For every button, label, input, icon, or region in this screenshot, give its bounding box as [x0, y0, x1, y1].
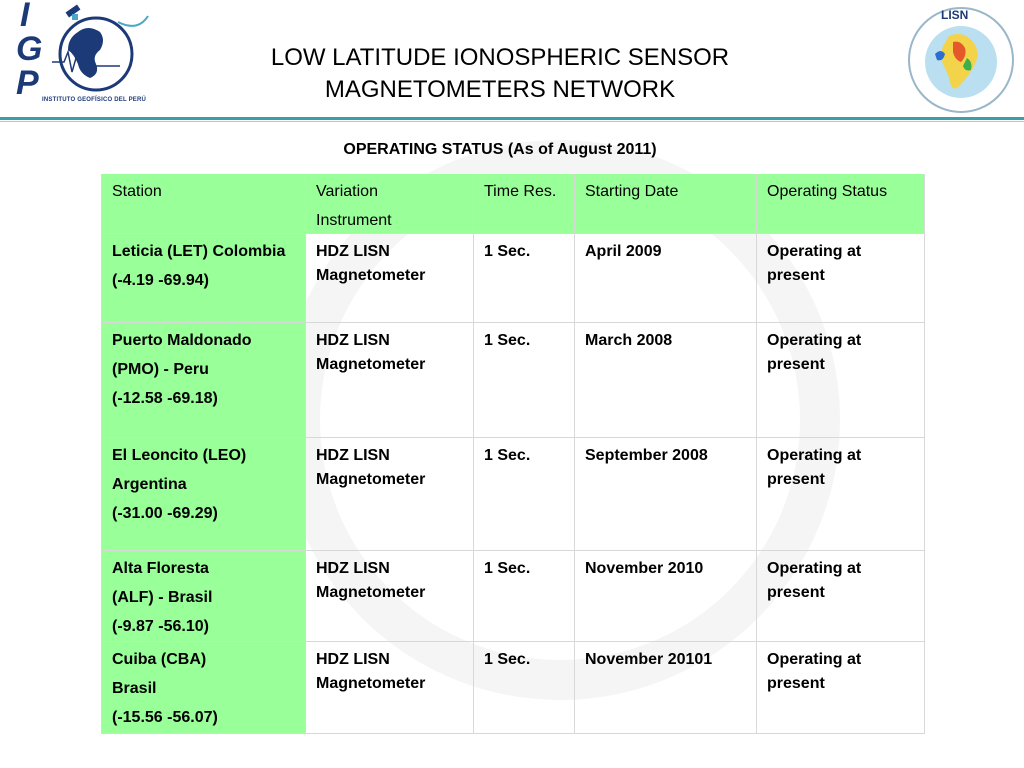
table-row: Puerto Maldonado (PMO) - Peru (-12.58 -6… — [101, 322, 925, 438]
igp-subtitle: INSTITUTO GEOFÍSICO DEL PERÚ — [42, 97, 147, 103]
igp-letter-g: G — [16, 30, 43, 68]
table-row: El Leoncito (LEO) Argentina (-31.00 -69.… — [101, 437, 925, 551]
time-res-cell: 1 Sec. — [473, 322, 575, 438]
instrument-cell: HDZ LISN Magnetometer — [305, 322, 474, 438]
lisn-map-icon — [908, 7, 1014, 113]
station-cell: El Leoncito (LEO) Argentina (-31.00 -69.… — [101, 437, 306, 551]
time-res-cell: 1 Sec. — [473, 550, 575, 642]
header-time-res: Time Res. — [473, 174, 575, 234]
operating-status-subtitle: OPERATING STATUS (As of August 2011) — [343, 141, 657, 158]
status-cell: Operating at present — [756, 233, 925, 323]
lisn-logo: LISN — [905, 4, 1017, 116]
header-divider-thin — [0, 121, 1024, 122]
globe-satellite-icon — [52, 4, 149, 92]
header-station: Station — [101, 174, 306, 234]
status-cell: Operating at present — [756, 641, 925, 734]
title-line-2: MAGNETOMETERS NETWORK — [324, 76, 676, 103]
start-date-cell: November 2010 — [574, 550, 757, 642]
header-starting-date: Starting Date — [574, 174, 757, 234]
magnetometer-status-table: Station Variation Instrument Time Res. S… — [101, 174, 925, 734]
time-res-cell: 1 Sec. — [473, 233, 575, 323]
header-operating-status: Operating Status — [756, 174, 925, 234]
start-date-cell: September 2008 — [574, 437, 757, 551]
title-line-1: LOW LATITUDE IONOSPHERIC SENSOR — [270, 44, 730, 71]
table-row: Cuiba (CBA) Brasil (-15.56 -56.07) HDZ L… — [101, 641, 925, 734]
instrument-cell: HDZ LISN Magnetometer — [305, 437, 474, 551]
table-header-row: Station Variation Instrument Time Res. S… — [101, 174, 925, 234]
instrument-cell: HDZ LISN Magnetometer — [305, 550, 474, 642]
start-date-cell: November 20101 — [574, 641, 757, 734]
table-row: Leticia (LET) Colombia (-4.19 -69.94) HD… — [101, 233, 925, 323]
igp-letter-p: P — [16, 64, 39, 102]
station-cell: Alta Floresta (ALF) - Brasil (-9.87 -56.… — [101, 550, 306, 642]
station-cell: Puerto Maldonado (PMO) - Peru (-12.58 -6… — [101, 322, 306, 438]
station-cell: Leticia (LET) Colombia (-4.19 -69.94) — [101, 233, 306, 323]
igp-letter-i: I — [20, 0, 30, 34]
instrument-cell: HDZ LISN Magnetometer — [305, 641, 474, 734]
time-res-cell: 1 Sec. — [473, 437, 575, 551]
igp-logo: I G P INSTITUTO GEOFÍSICO DEL PERÚ — [8, 0, 158, 110]
instrument-cell: HDZ LISN Magnetometer — [305, 233, 474, 323]
start-date-cell: March 2008 — [574, 322, 757, 438]
status-cell: Operating at present — [756, 437, 925, 551]
header-variation-instrument: Variation Instrument — [305, 174, 474, 234]
time-res-cell: 1 Sec. — [473, 641, 575, 734]
page-title: LOW LATITUDE IONOSPHERIC SENSOR MAGNETOM… — [200, 42, 800, 106]
lisn-label: LISN — [941, 8, 969, 22]
table-row: Alta Floresta (ALF) - Brasil (-9.87 -56.… — [101, 550, 925, 642]
start-date-cell: April 2009 — [574, 233, 757, 323]
station-cell: Cuiba (CBA) Brasil (-15.56 -56.07) — [101, 641, 306, 734]
status-cell: Operating at present — [756, 550, 925, 642]
status-cell: Operating at present — [756, 322, 925, 438]
header-divider — [0, 117, 1024, 120]
